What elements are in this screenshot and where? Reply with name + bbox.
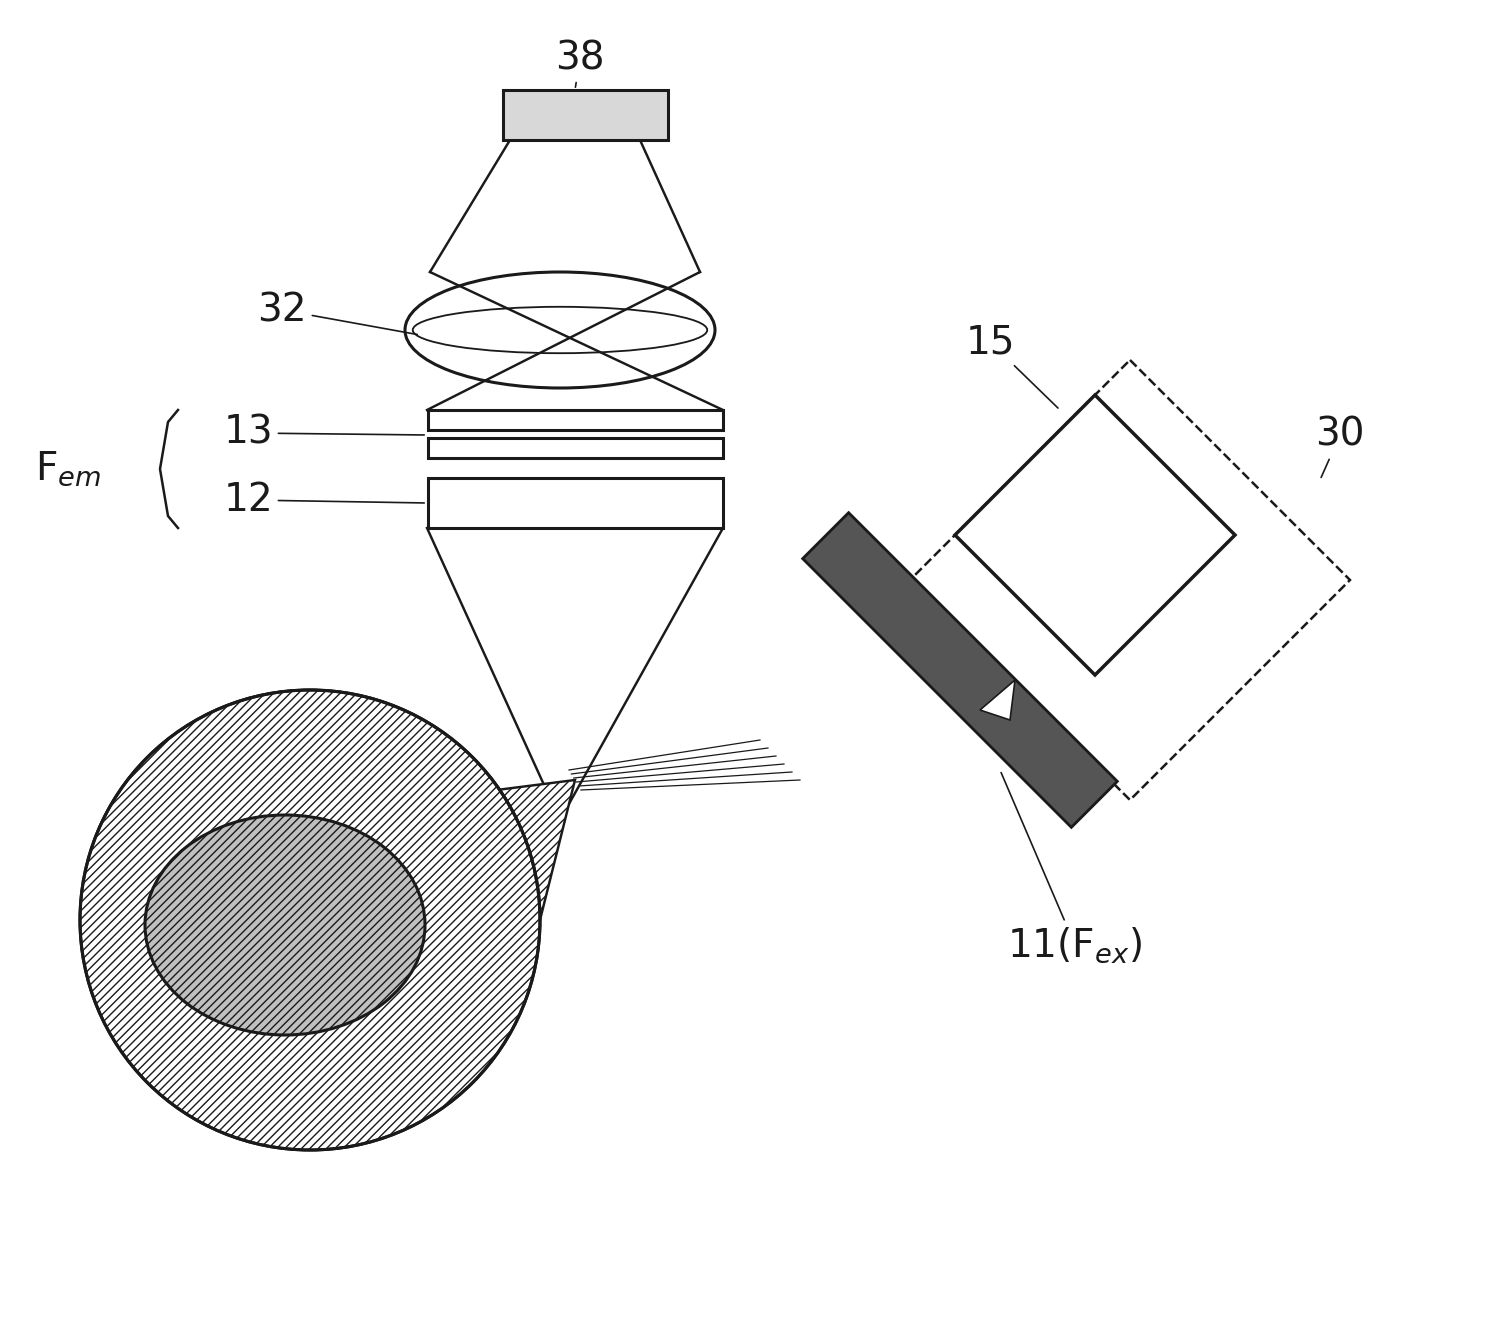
Text: 32: 32 xyxy=(257,291,417,335)
Bar xyxy=(428,411,722,431)
Text: 11(F$_{ex}$): 11(F$_{ex}$) xyxy=(1001,772,1142,965)
Polygon shape xyxy=(95,690,575,920)
Bar xyxy=(428,478,722,528)
Text: 15: 15 xyxy=(965,323,1058,408)
Polygon shape xyxy=(803,513,1117,828)
Ellipse shape xyxy=(146,815,425,1035)
Text: F$_{em}$: F$_{em}$ xyxy=(35,449,101,488)
Text: 30: 30 xyxy=(1315,416,1364,477)
Bar xyxy=(428,439,722,459)
Circle shape xyxy=(80,690,540,1150)
Text: 13: 13 xyxy=(224,415,425,452)
Text: 38: 38 xyxy=(555,39,605,88)
Text: 31: 31 xyxy=(197,962,269,1025)
Bar xyxy=(503,90,668,140)
Polygon shape xyxy=(980,680,1015,720)
Text: 12: 12 xyxy=(224,481,425,520)
Polygon shape xyxy=(955,395,1235,675)
